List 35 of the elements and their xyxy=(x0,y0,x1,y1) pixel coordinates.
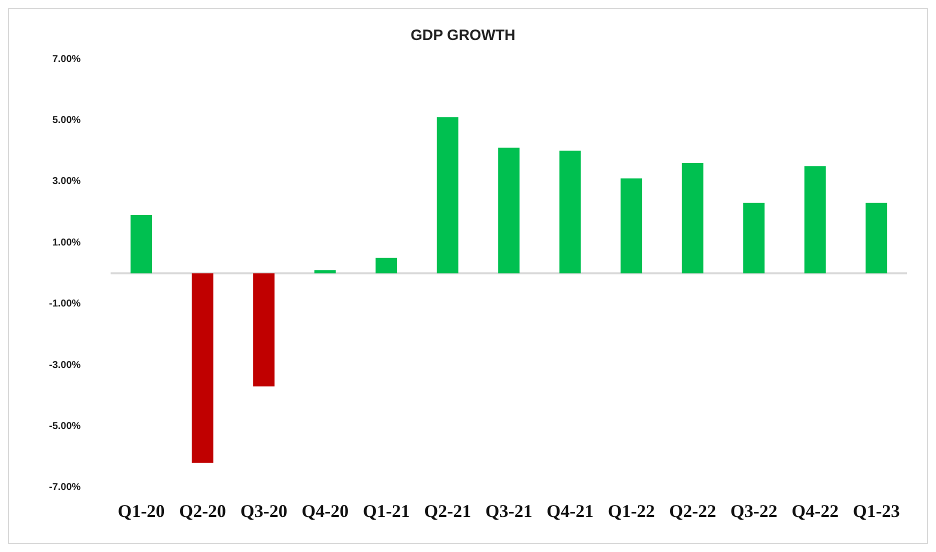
x-tick-label: Q1-22 xyxy=(608,500,655,521)
bar xyxy=(192,273,214,463)
x-tick-label: Q1-20 xyxy=(118,500,165,521)
y-tick-label: -3.00% xyxy=(48,360,81,371)
bar xyxy=(253,273,275,386)
x-tick-label: Q1-21 xyxy=(362,500,410,521)
x-tick-label: Q3-22 xyxy=(730,500,778,521)
x-tick-label: Q3-21 xyxy=(485,500,532,521)
x-tick-label: Q2-20 xyxy=(179,500,226,521)
chart-title: GDP GROWTH xyxy=(410,27,516,44)
x-tick-label: Q3-20 xyxy=(240,500,288,521)
x-tick-label: Q1-23 xyxy=(852,500,900,521)
y-tick-label: -7.00% xyxy=(48,482,81,494)
bar xyxy=(376,258,398,274)
y-tick-label: 3.00% xyxy=(52,176,81,188)
bar xyxy=(804,166,826,274)
bar xyxy=(436,117,458,274)
x-tick-label: Q2-22 xyxy=(669,500,716,521)
bar xyxy=(498,148,520,274)
bar xyxy=(866,202,888,274)
bar xyxy=(314,270,336,274)
y-tick-label: 1.00% xyxy=(52,237,81,248)
bar xyxy=(559,150,581,274)
y-tick-label: -1.00% xyxy=(48,298,81,310)
bar xyxy=(620,178,642,274)
bar xyxy=(130,215,152,274)
bar xyxy=(743,202,765,274)
bar xyxy=(682,163,704,274)
y-tick-label: -5.00% xyxy=(48,420,81,432)
x-tick-label: Q4-20 xyxy=(302,500,349,521)
x-tick-label: Q4-21 xyxy=(546,500,594,521)
y-tick-label: 5.00% xyxy=(52,114,81,126)
x-tick-label: Q2-21 xyxy=(424,500,472,521)
y-tick-label: 7.00% xyxy=(52,54,81,65)
x-tick-label: Q4-22 xyxy=(792,500,839,521)
